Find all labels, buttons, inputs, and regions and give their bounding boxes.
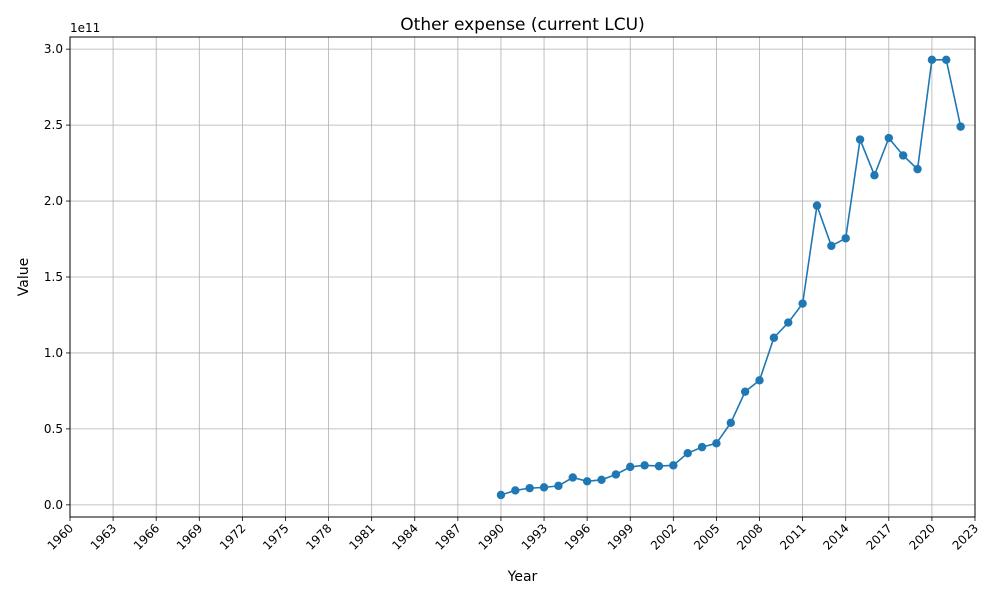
data-point [568,473,577,482]
y-tick-label: 2.5 [44,118,63,132]
data-point [769,333,779,342]
data-point [841,234,850,243]
x-axis-title: Year [507,569,538,585]
data-point [640,461,649,470]
data-point [942,55,951,64]
y-axis-title: Value [16,258,32,296]
data-point [697,442,707,452]
data-point [525,483,534,493]
data-series [496,55,965,500]
data-point [870,171,879,180]
y-axis: 0.0 0.5 1.0 1.5 2.0 2.5 3.0 [44,42,70,512]
data-point [554,481,563,491]
data-point [539,483,549,492]
y-tick-label: 2.0 [44,194,63,208]
data-point [726,418,735,428]
y-tick-label: 0.0 [44,498,63,512]
data-point [712,439,721,448]
data-point [884,133,894,143]
data-point [654,461,664,471]
data-point [496,490,506,500]
data-point [913,164,922,174]
grid-lines [69,37,976,517]
chart-title: Other expense (current LCU) [400,15,644,35]
data-point [956,122,965,131]
y-axis-offset-label: 1e11 [70,21,100,35]
data-point [611,470,621,479]
data-point [582,477,592,486]
data-point [626,462,635,472]
data-point [898,151,908,160]
data-point [511,486,520,495]
data-point [827,241,836,251]
y-tick-label: 1.0 [44,346,63,360]
y-tick-label: 1.5 [44,270,63,284]
data-point [597,475,606,484]
data-point [927,55,937,64]
data-point [683,449,692,458]
data-point [855,135,865,144]
y-tick-label: 3.0 [44,42,63,56]
y-tick-label: 0.5 [44,422,63,436]
data-point [812,201,822,210]
data-point [755,376,764,385]
data-point [784,318,793,327]
data-point [798,299,807,308]
data-point [669,461,678,470]
data-point [740,387,750,396]
